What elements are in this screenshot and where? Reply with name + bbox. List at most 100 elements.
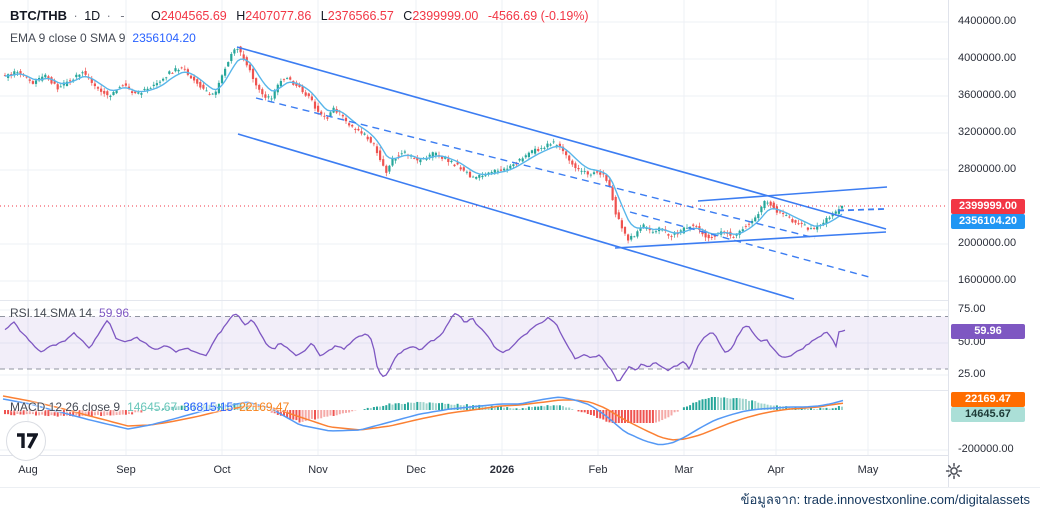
- candle: [208, 93, 211, 95]
- macd-hist-bar: [103, 410, 106, 416]
- candle: [193, 76, 196, 81]
- macd-hist-bar: [47, 410, 50, 417]
- macd-hist-bar: [159, 408, 161, 410]
- candle: [44, 74, 47, 78]
- pane-separator[interactable]: [0, 300, 948, 301]
- symbol-title[interactable]: BTC/THB: [10, 8, 68, 23]
- macd-hist-bar: [128, 410, 130, 415]
- candle: [778, 211, 782, 213]
- candle: [155, 83, 158, 86]
- macd-hist-bar: [97, 410, 99, 415]
- macd-hist-bar: [819, 407, 822, 410]
- candle: [527, 152, 530, 158]
- macd-hist-bar: [208, 404, 211, 410]
- macd-hist-bar: [744, 399, 747, 410]
- candle: [211, 93, 214, 95]
- candle: [180, 67, 183, 69]
- candle: [639, 227, 642, 231]
- close-value: 2399999.00: [412, 9, 479, 23]
- low-value: 2376566.57: [327, 9, 394, 23]
- macd-hist-bar: [44, 410, 47, 416]
- macd-hist-bar: [214, 404, 217, 410]
- macd-hist-bar: [568, 407, 571, 410]
- interval-label[interactable]: 1D: [84, 9, 101, 23]
- candle: [741, 229, 744, 232]
- macd-hist-bar: [410, 402, 413, 410]
- data-source-text: ข้อมูลจาก: trade.innovestxonline.com/dig…: [740, 492, 1030, 507]
- candle: [313, 101, 317, 109]
- tradingview-logo[interactable]: [6, 421, 46, 461]
- pane-separator[interactable]: [0, 390, 948, 391]
- candle: [806, 227, 809, 230]
- candle: [112, 91, 115, 96]
- candle: [530, 150, 534, 153]
- macd-hist-bar: [441, 402, 444, 410]
- macd-hist-bar: [431, 402, 434, 410]
- candle: [797, 223, 800, 225]
- macd-hist-bar: [81, 410, 84, 417]
- macd-label[interactable]: MACD 12 26 close 9: [10, 400, 121, 414]
- rsi-legend[interactable]: RSI 14 SMA 14 59.96: [10, 306, 129, 320]
- macd-hist-bar: [121, 410, 124, 415]
- candle: [214, 91, 217, 95]
- candle: [196, 79, 199, 84]
- macd-hist-bar: [72, 410, 75, 417]
- trendline-dashed[interactable]: [255, 97, 816, 239]
- candle: [503, 168, 506, 171]
- macd-hist-bar: [168, 407, 171, 410]
- candle: [580, 170, 583, 172]
- trendline[interactable]: [237, 133, 795, 300]
- macd-hist-bar: [453, 404, 456, 410]
- macd-hist-bar: [689, 405, 692, 410]
- ma-legend[interactable]: EMA 9 close 0 SMA 9 2356104.20: [10, 31, 196, 45]
- candle: [679, 230, 682, 232]
- macd-hist-bar: [627, 410, 630, 423]
- candle: [146, 88, 149, 91]
- price-axis-label: 2800000.00: [958, 163, 1017, 175]
- macd-hist-bar: [583, 410, 586, 413]
- price-axis[interactable]: 4400000.00 4000000.00 3600000.00 3200000.00…: [948, 0, 1040, 487]
- chart-canvas[interactable]: [0, 0, 948, 455]
- macd-hist-bar: [763, 403, 766, 410]
- macd-hist-bar: [828, 408, 831, 410]
- candle: [645, 228, 648, 230]
- candle: [279, 81, 282, 87]
- macd-hist-bar: [633, 410, 636, 423]
- open-label: O: [150, 9, 161, 23]
- symbol-legend[interactable]: BTC/THB · 1D · - O2404565.69 H2407077.86…: [10, 8, 589, 23]
- candle: [642, 224, 645, 228]
- candle: [695, 226, 698, 227]
- candle: [654, 231, 658, 233]
- macd-hist-bar: [323, 410, 326, 417]
- candle: [431, 152, 434, 158]
- price-badge: 2356104.20: [951, 213, 1025, 229]
- ma-label[interactable]: EMA 9 close 0 SMA 9: [10, 31, 126, 45]
- macd-hist-bar: [698, 400, 701, 410]
- trendline[interactable]: [697, 186, 888, 202]
- macd-legend[interactable]: MACD 12 26 close 9 14645.67 36815.15 22169.…: [10, 400, 289, 414]
- candle: [304, 92, 307, 96]
- candle: [481, 175, 484, 178]
- trendline[interactable]: [614, 231, 887, 249]
- gear-icon[interactable]: [945, 462, 963, 480]
- rsi-label[interactable]: RSI 14 SMA 14: [10, 306, 93, 320]
- macd-hist-bar: [444, 403, 447, 410]
- trendline-dashed[interactable]: [629, 211, 870, 278]
- time-axis[interactable]: Aug Sep Oct Nov Dec 2026 Feb Mar Apr May: [0, 455, 948, 488]
- macd-hist-bar: [400, 404, 403, 410]
- macd-hist-bar: [515, 408, 518, 410]
- candle: [90, 78, 93, 83]
- trendline[interactable]: [236, 46, 887, 230]
- candle: [803, 224, 806, 226]
- macd-hist-bar: [469, 405, 471, 410]
- candle: [329, 112, 332, 117]
- macd-hist-bar: [341, 410, 344, 414]
- macd-hist-bar: [4, 410, 6, 415]
- candle: [602, 173, 605, 175]
- macd-hist-bar: [307, 410, 310, 421]
- macd-hist-bar: [90, 410, 93, 417]
- candle: [78, 74, 81, 77]
- candle: [264, 94, 267, 98]
- candle: [177, 69, 180, 72]
- candle: [676, 233, 679, 235]
